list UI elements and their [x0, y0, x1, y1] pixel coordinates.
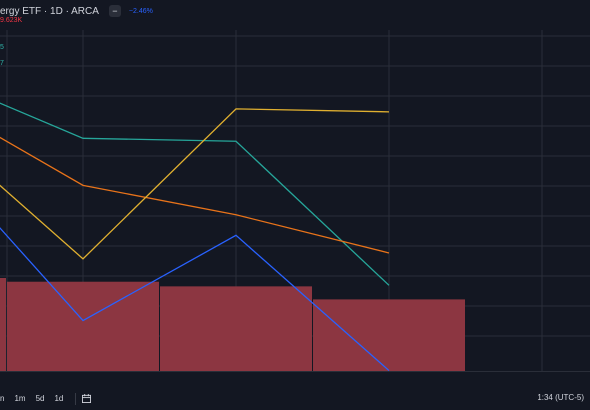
- timeframe-button-1m[interactable]: 1m: [14, 394, 26, 403]
- calendar-range-icon[interactable]: [82, 394, 92, 403]
- collapse-button[interactable]: −: [108, 5, 121, 17]
- series-line-orange: [0, 136, 390, 254]
- chart-svg: 22232427: [0, 30, 590, 372]
- symbol-header: ergy ETF · 1D · ARCA − −2.46%: [0, 4, 153, 18]
- symbol-title[interactable]: ergy ETF · 1D · ARCA: [0, 5, 99, 17]
- timezone-label[interactable]: 1:34 (UTC-5): [537, 393, 584, 402]
- series-line-yellow: [0, 108, 390, 260]
- legend-value-fragment: 5: [0, 44, 4, 51]
- chart-area[interactable]: 22232427: [0, 0, 590, 372]
- bottom-toolbar: n 1m 5d 1d 1:34 (UTC-5): [0, 387, 590, 410]
- volume-bars: [0, 278, 465, 371]
- toolbar-separator: [75, 392, 77, 405]
- grid: [0, 30, 590, 372]
- volume-bar: [160, 286, 312, 371]
- legend-value-fragment: 7: [0, 60, 4, 67]
- timeframe-button-1d[interactable]: 1d: [54, 394, 64, 403]
- change-percent: −2.46%: [128, 7, 153, 15]
- timeframe-button-5d[interactable]: 5d: [35, 394, 45, 403]
- series-lines: [0, 102, 390, 372]
- x-axis-line: [0, 371, 590, 372]
- volume-bar: [7, 281, 159, 371]
- volume-bar: [313, 299, 465, 371]
- timeframe-button[interactable]: n: [0, 394, 5, 403]
- series-line-teal: [0, 102, 390, 286]
- volume-bar: [0, 278, 6, 371]
- volume-value: 9.623K: [0, 17, 23, 24]
- series-line-blue: [0, 227, 390, 372]
